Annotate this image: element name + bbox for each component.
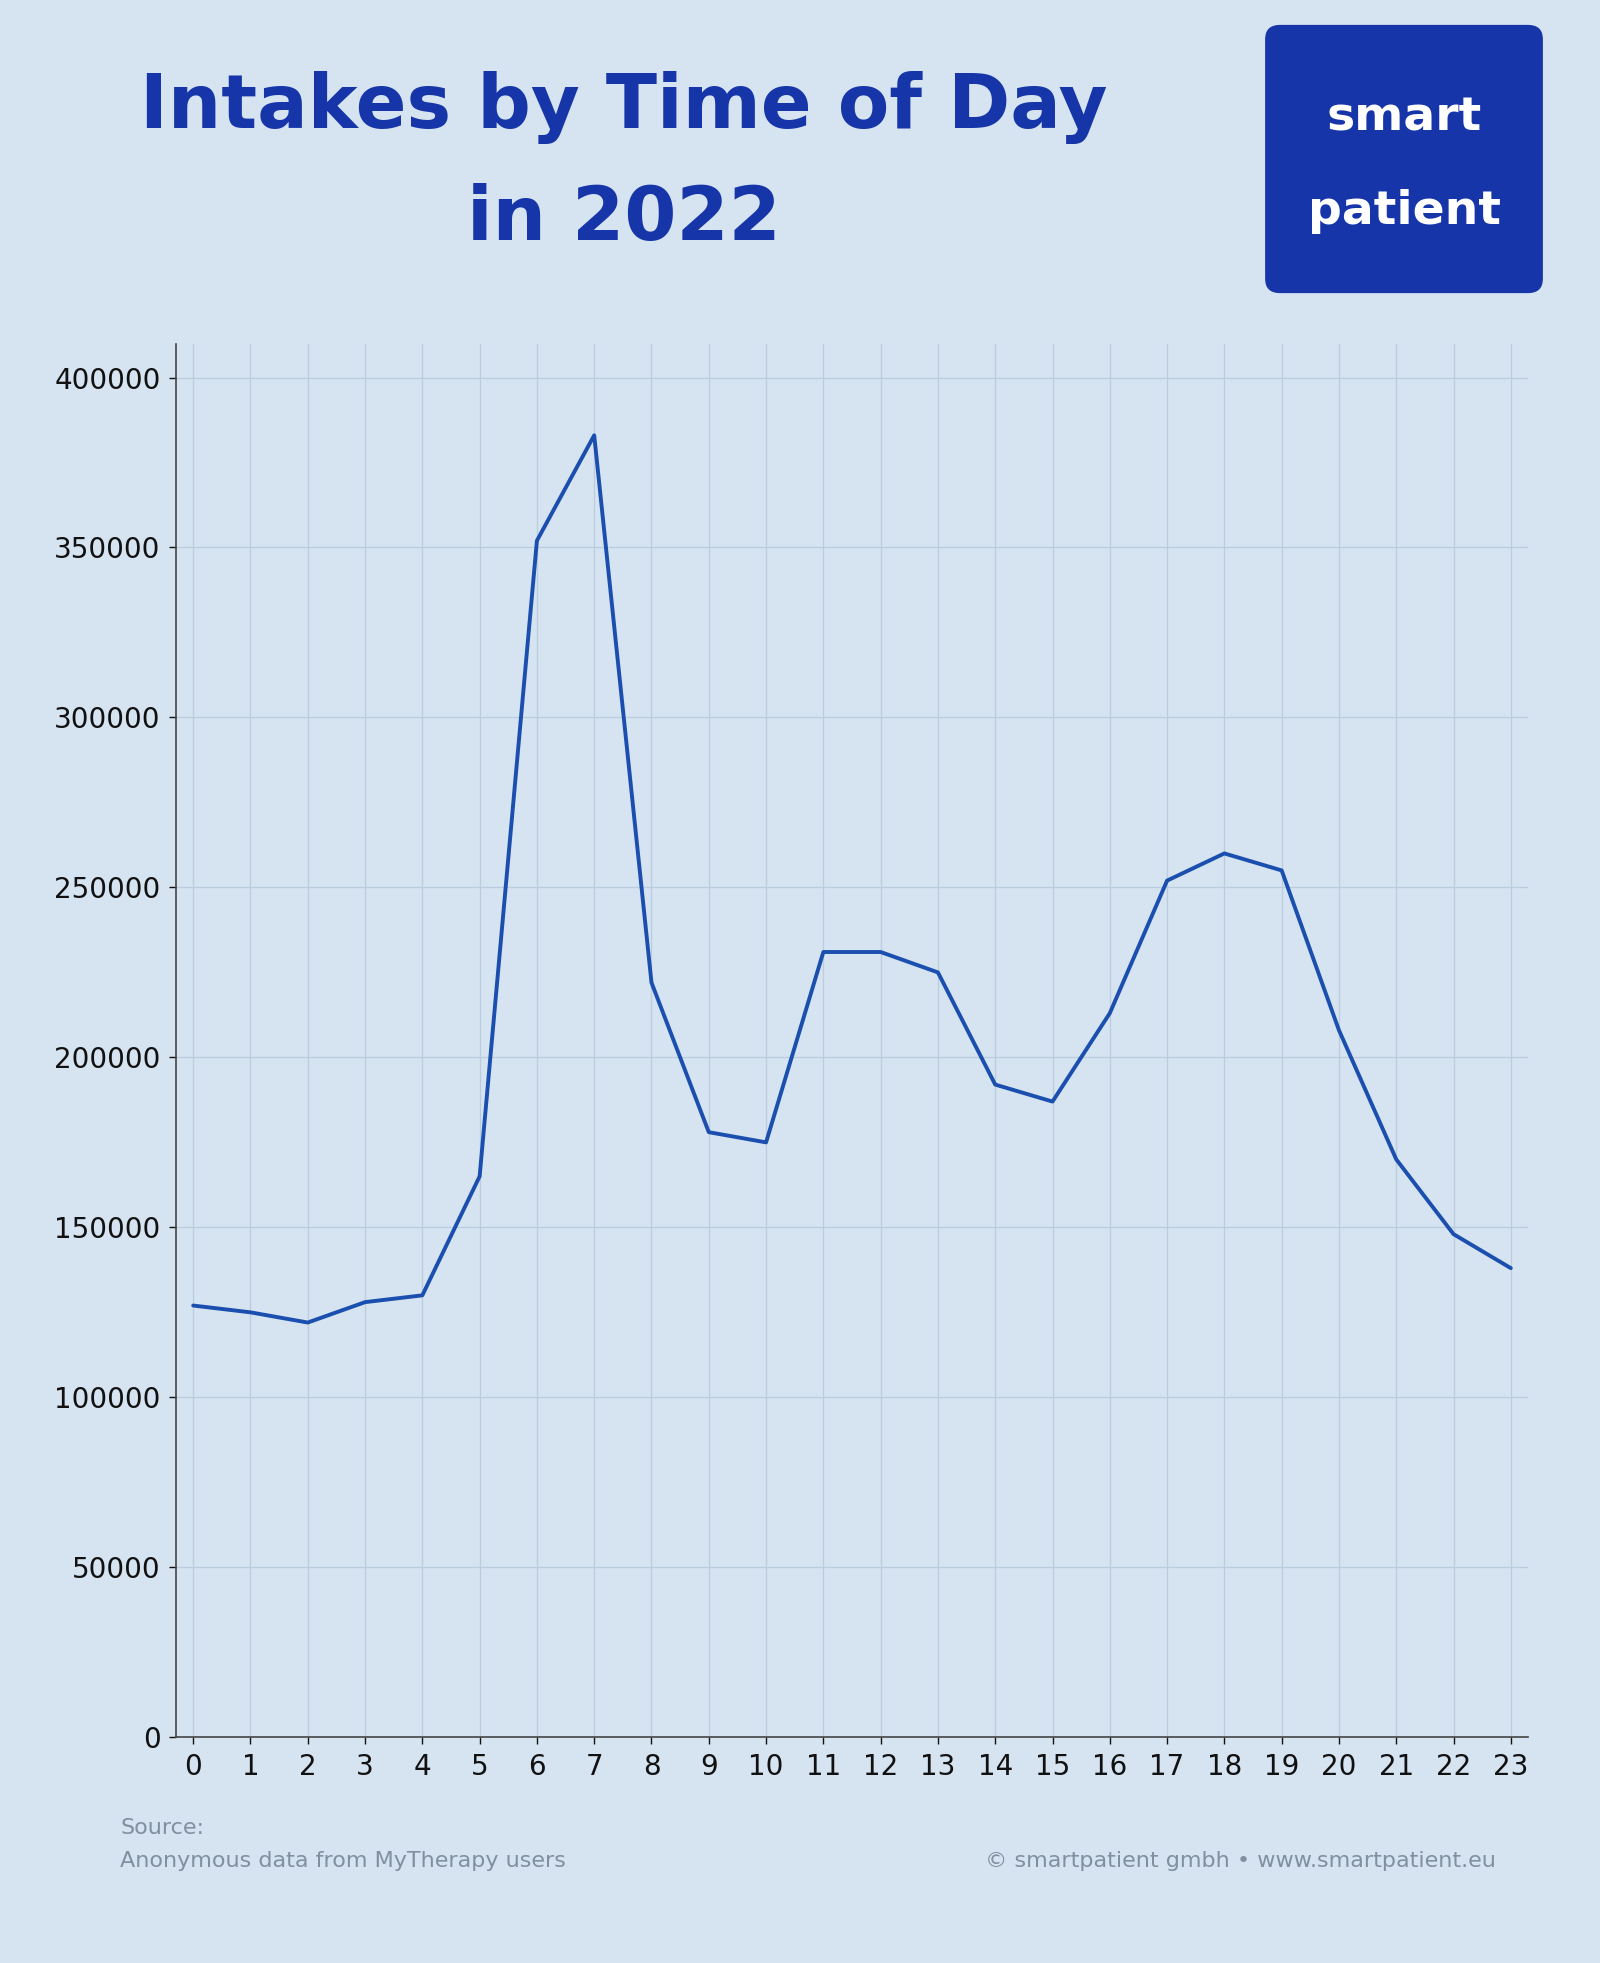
Text: in 2022: in 2022 [467,183,781,257]
Text: patient: patient [1307,188,1501,234]
Text: Intakes by Time of Day: Intakes by Time of Day [141,71,1107,145]
Text: smart: smart [1326,96,1482,141]
Text: © smartpatient gmbh • www.smartpatient.eu: © smartpatient gmbh • www.smartpatient.e… [986,1851,1496,1871]
Text: Anonymous data from MyTherapy users: Anonymous data from MyTherapy users [120,1851,566,1871]
Text: Source:: Source: [120,1818,205,1837]
FancyBboxPatch shape [1266,26,1542,292]
